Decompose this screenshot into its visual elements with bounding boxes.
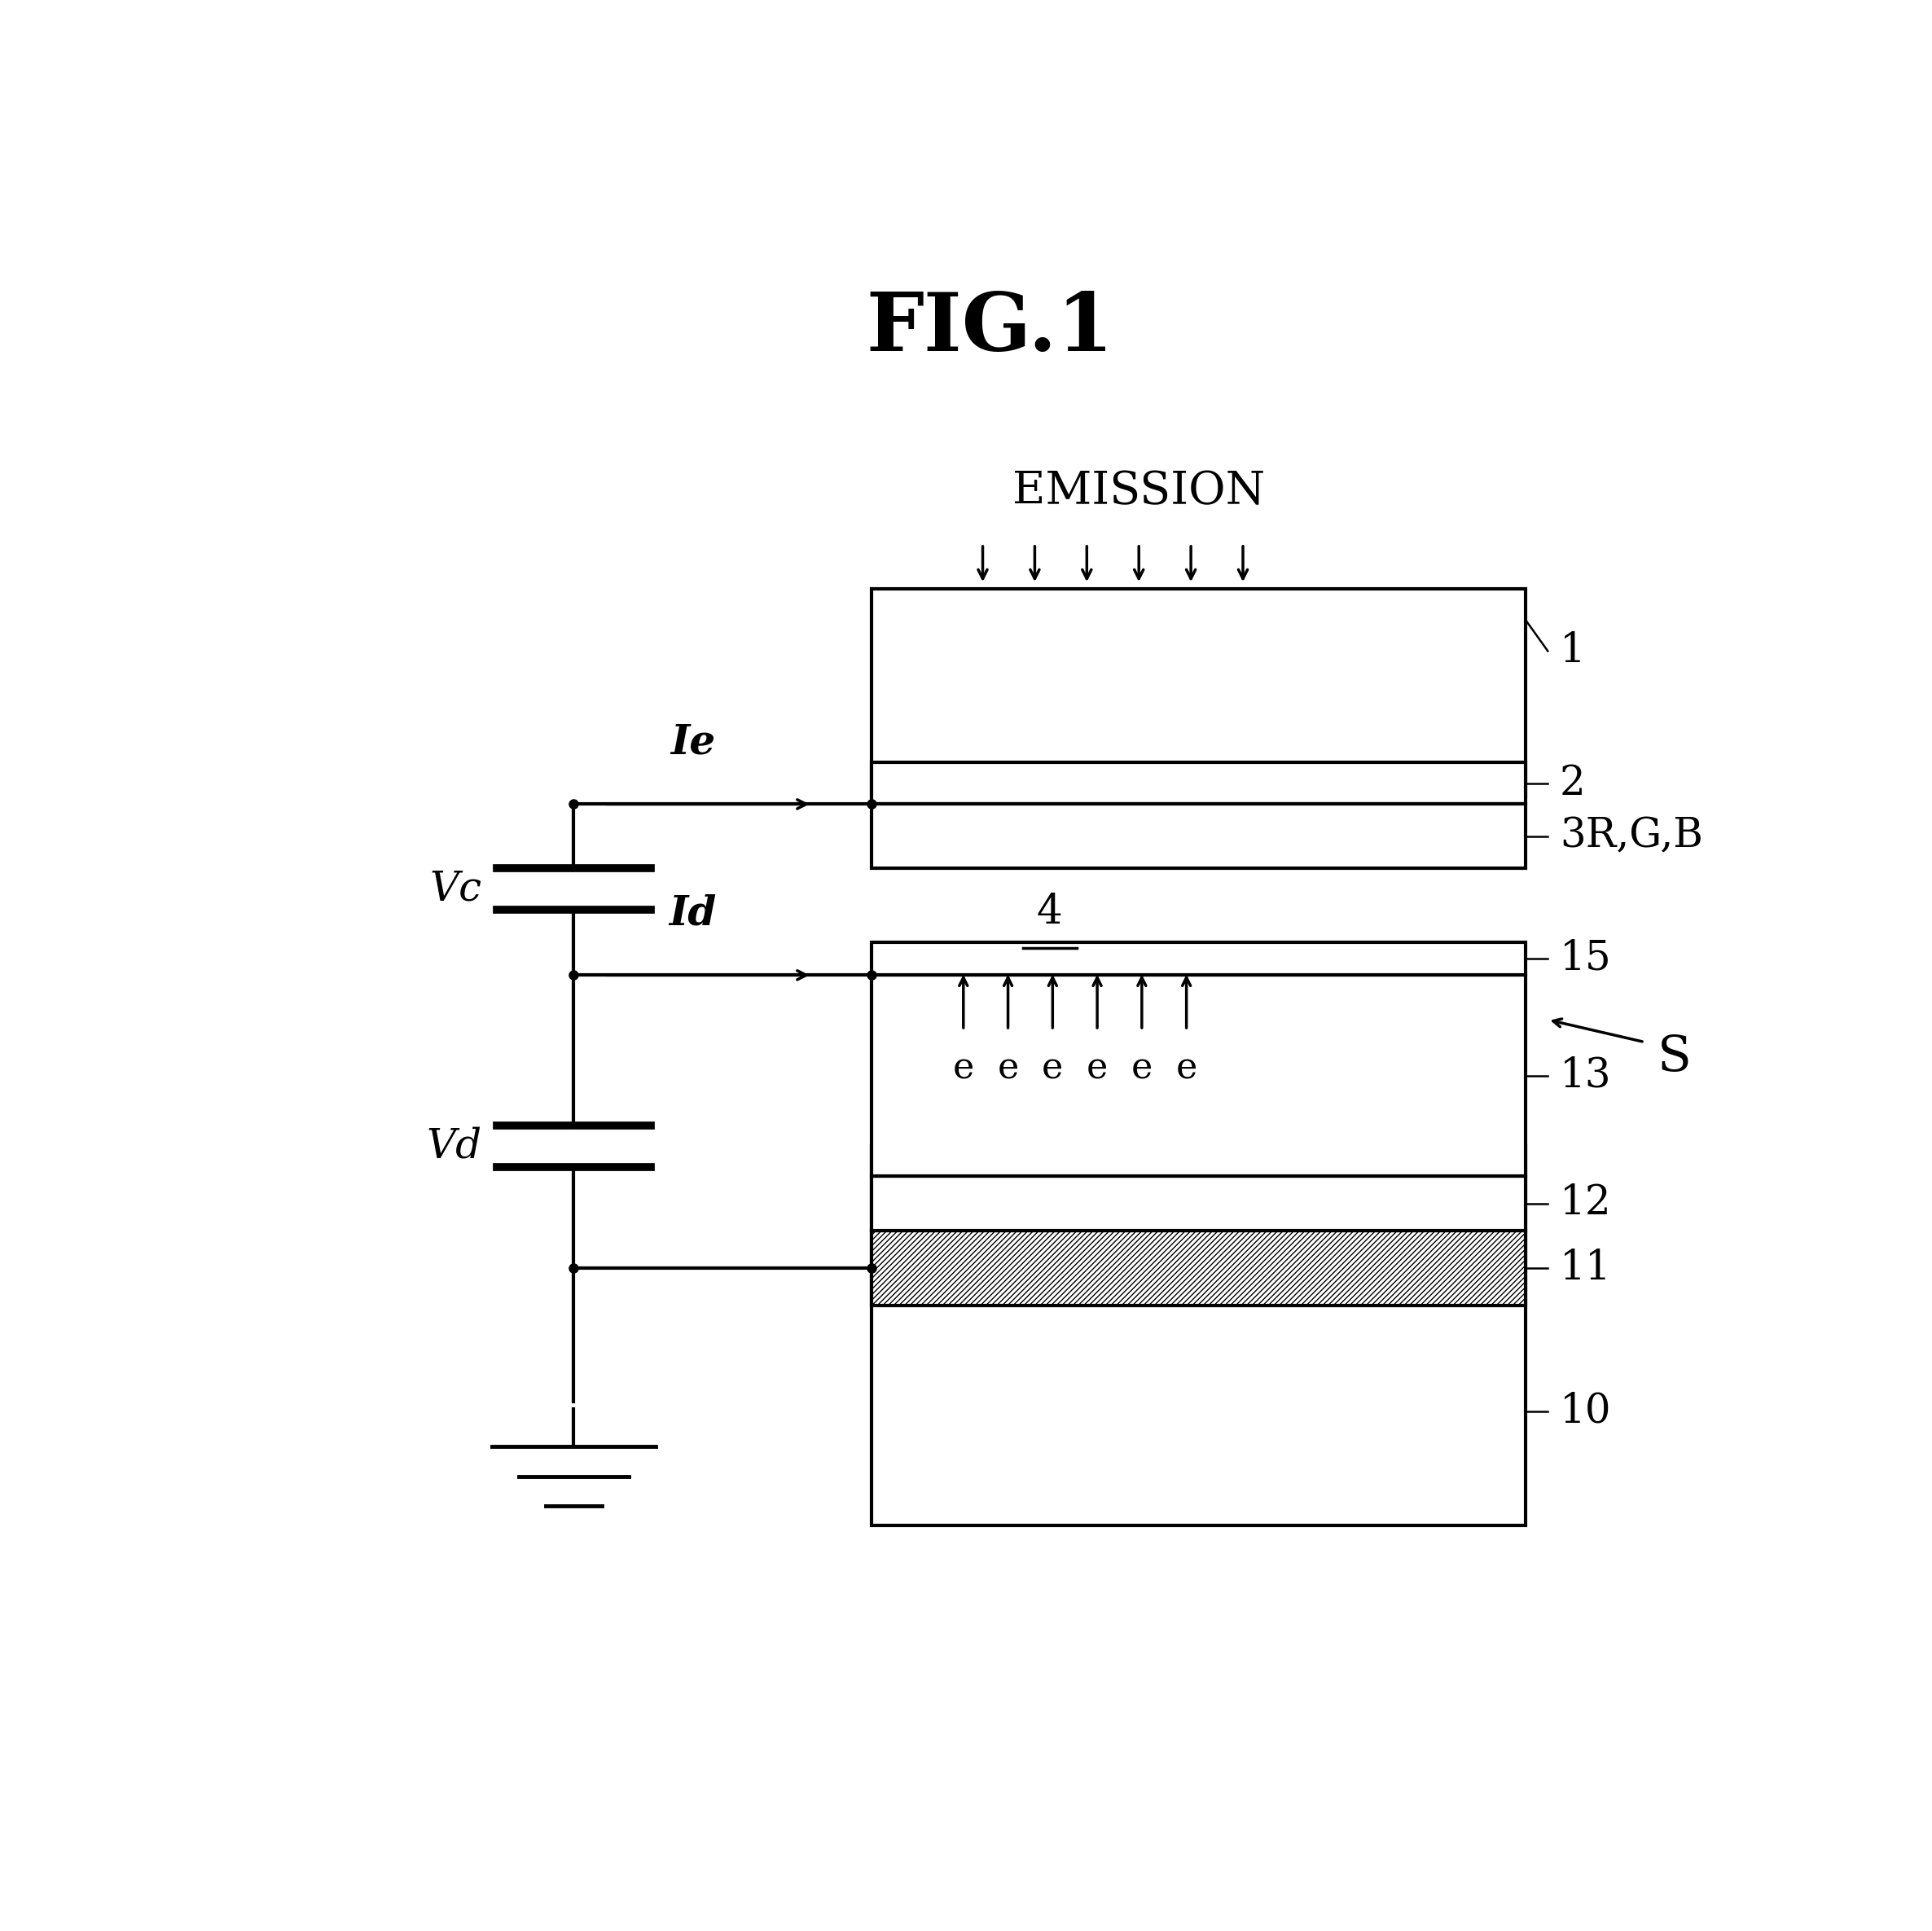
Text: 13: 13: [1559, 1056, 1611, 1095]
Text: FIG.1: FIG.1: [866, 290, 1115, 369]
Bar: [871, 1147, 1526, 1525]
Bar: [871, 803, 1526, 869]
Text: 15: 15: [1559, 938, 1611, 979]
Bar: [871, 589, 1526, 798]
Text: Ie: Ie: [670, 722, 715, 763]
Text: 3R,G,B: 3R,G,B: [1559, 817, 1702, 855]
Bar: [871, 975, 1526, 1176]
Text: e: e: [1086, 1050, 1107, 1087]
Text: S: S: [1658, 1033, 1690, 1081]
Text: e: e: [1041, 1050, 1063, 1087]
Text: 2: 2: [1559, 763, 1586, 803]
Text: e: e: [1177, 1050, 1198, 1087]
Text: Vc: Vc: [429, 869, 481, 910]
Text: 1: 1: [1559, 631, 1586, 672]
Text: e: e: [1130, 1050, 1153, 1087]
Text: 12: 12: [1559, 1184, 1611, 1224]
Text: EMISSION: EMISSION: [1012, 469, 1265, 514]
Text: 11: 11: [1559, 1247, 1611, 1288]
Text: Vd: Vd: [427, 1126, 481, 1166]
Text: 4: 4: [1037, 892, 1063, 933]
Bar: [871, 942, 1526, 975]
Bar: [871, 763, 1526, 803]
Text: e: e: [952, 1050, 974, 1087]
Bar: [871, 1230, 1526, 1305]
Text: 10: 10: [1559, 1392, 1611, 1431]
Bar: [871, 1176, 1526, 1230]
Text: e: e: [997, 1050, 1018, 1087]
Text: Id: Id: [668, 894, 717, 933]
